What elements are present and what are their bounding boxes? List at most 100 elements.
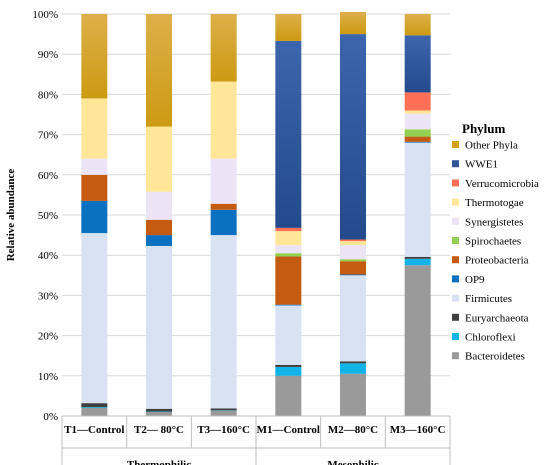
y-tick-label: 80% [38,89,58,101]
bar-segment-firmicutes [275,305,302,365]
bar-segment-op9 [210,209,237,236]
y-tick-label: 100% [32,9,58,21]
bar-segment-bacteroidetes [275,375,302,416]
legend-swatch [452,256,459,264]
legend-label: Thermotogae [465,197,524,209]
bar-segment-firmicutes [146,245,172,409]
bar-segment-chloroflexi [81,407,108,408]
bar-segment-thermotogae [340,241,366,246]
group-label: Thermophilic [127,459,191,465]
bar-segment-other-phyla [146,14,172,127]
legend-title: Phylum [462,121,506,136]
legend-label: Spirochaetes [465,236,521,248]
bar-segment-bacteroidetes [340,373,366,416]
bar-segment-op9 [404,141,431,143]
legend-swatch [452,160,459,168]
bar-segment-euryarchaeota [404,256,431,259]
y-tick-label: 60% [38,170,58,182]
x-tick-label: T3—160°C [197,424,250,436]
bar-segment-verrucomicrobia [275,227,302,232]
bar-segment-synergistetes [275,245,302,254]
legend-label: Chloroflexi [465,332,516,344]
bar-segment-synergistetes [340,245,366,260]
bar-segment-firmicutes [210,235,237,409]
bar-segment-op9 [275,304,302,306]
bar-segment-synergistetes [81,158,108,175]
bar-segment-wwe1 [275,40,302,228]
bar-segment-spirochaetes [340,259,366,262]
legend-item-euryarchaeota: Euryarchaeota [452,312,529,324]
bar-segment-synergistetes [210,158,237,204]
group-label: Mesophilic [327,459,378,465]
legend-item-chloroflexi: Chloroflexi [452,332,516,344]
y-axis-ticks: 0% 10% 20% 30% 40% 50% 60% 70% 80% 90% 100% [32,9,58,423]
x-tick-label: M3—160°C [390,424,446,436]
legend-item-firmicutes: Firmicutes [452,293,512,305]
y-tick-label: 10% [38,371,58,383]
legend-item-bacteroidetes: Bacteroidetes [452,351,525,363]
y-gridlines [62,13,450,417]
x-tick-label: M2—80°C [328,424,378,436]
legend-swatch [452,217,459,225]
bar-segment-euryarchaeota [210,408,237,411]
bar-segment-firmicutes [81,233,108,404]
bar-segment-other-phyla [340,11,366,35]
legend-swatch [452,275,459,283]
bar-segment-op9 [340,274,366,276]
legend-label: WWE1 [465,159,498,171]
bar-segment-proteobacteria [210,203,237,210]
bar-segment-firmicutes [340,275,366,362]
bar-segment-bacteroidetes [81,407,108,416]
bar-segment-spirochaetes [275,253,302,257]
bar-segment-chloroflexi [275,366,302,376]
bar-segment-thermotogae [275,231,302,246]
bar-segment-proteobacteria [146,219,172,236]
bar-segment-thermotogae [404,110,431,114]
bar-segment-other-phyla [404,14,431,36]
y-tick-label: 40% [38,250,58,262]
legend-label: Verrucomicrobia [465,178,539,190]
legend-item-thermotogae: Thermotogae [452,197,524,209]
legend-item-synergistetes: Synergistetes [452,216,523,228]
legend-label: Proteobacteria [465,255,529,267]
y-axis-title: Relative abundance [5,169,17,262]
legend-item-proteobacteria: Proteobacteria [452,255,529,267]
bar-segment-chloroflexi [404,258,431,266]
legend-label: Other Phyla [465,140,518,152]
bar-segment-other-phyla [210,14,237,82]
bar-segment-synergistetes [146,191,172,220]
bar-segment-firmicutes [404,142,431,257]
bar-segment-euryarchaeota [146,408,172,412]
x-tick-label: T2— 80°C [134,424,184,436]
bar-segment-thermotogae [81,98,108,159]
bar-segment-proteobacteria [340,261,366,275]
legend-swatch [452,237,459,244]
bar-segment-op9 [146,235,172,246]
bar-segment-chloroflexi [340,363,366,374]
bar-segment-bacteroidetes [404,265,431,416]
legend-swatch [452,352,459,360]
legend-item-op9: OP9 [452,274,485,286]
y-tick-label: 50% [38,210,58,222]
y-tick-label: 20% [38,331,58,343]
bar-segment-other-phyla [275,14,302,41]
bar-segment-proteobacteria [404,136,431,142]
legend: Phylum Other Phyla WWE1 Verrucomicrobia The… [452,121,539,363]
legend-label: Bacteroidetes [465,351,525,363]
legend-swatch [452,198,459,206]
legend-item-verrucomicrobia: Verrucomicrobia [452,178,539,190]
bar-segment-bacteroidetes [210,410,237,416]
bar-segment-proteobacteria [81,174,108,201]
y-tick-label: 90% [38,49,58,61]
bar-segment-wwe1 [404,35,431,93]
bar-segment-synergistetes [404,113,431,130]
legend-swatch [452,294,459,302]
bar-segment-euryarchaeota [340,361,366,364]
x-axis: T1—Control T2— 80°C T3—160°C M1—Control M2—8… [61,415,451,465]
x-tick-label: T1—Control [64,424,124,436]
legend-swatch [452,179,459,187]
legend-item-other-phyla: Other Phyla [452,140,518,152]
legend-label: Euryarchaeota [465,312,529,324]
x-tick-label: M1—Control [257,424,320,436]
